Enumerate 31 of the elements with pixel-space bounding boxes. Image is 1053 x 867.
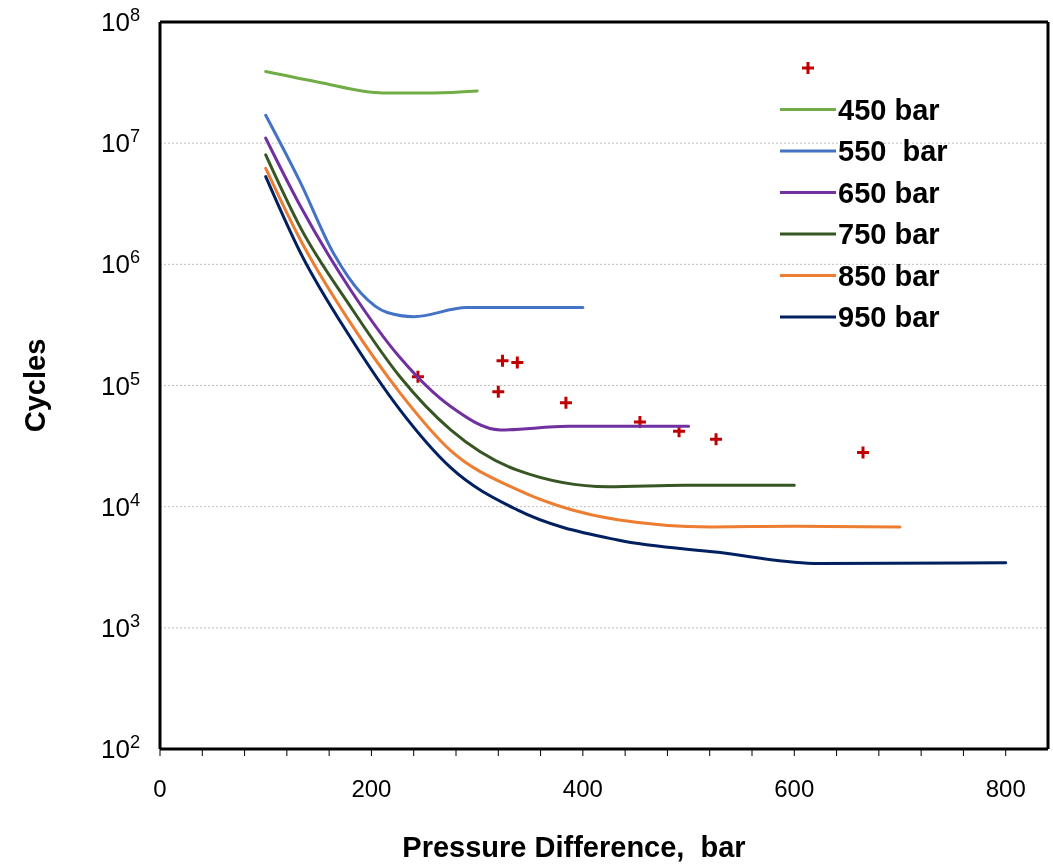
legend-label: 950 bar	[838, 301, 940, 333]
x-tick-label: 200	[351, 775, 392, 802]
x-tick-label: 600	[774, 775, 815, 802]
y-tick-label: 10$^{7}$	[100, 126, 140, 159]
x-axis-title: Pressure Difference, bar	[402, 831, 746, 863]
x-tick-label: 400	[562, 775, 603, 802]
point	[558, 395, 574, 411]
y-tick-label: 10$^{8}$	[100, 5, 140, 37]
point	[490, 384, 506, 400]
line-series	[264, 175, 1008, 565]
y-tick-label: 10$^{2}$	[100, 732, 140, 764]
x-tick-label: 800	[985, 775, 1026, 802]
legend-label: 850 bar	[838, 259, 940, 292]
y-tick-label: 10$^{3}$	[100, 610, 140, 643]
legend-label: 550 bar	[838, 135, 948, 167]
legend-label: 750 bar	[838, 218, 940, 250]
point	[855, 444, 871, 460]
point	[509, 354, 525, 370]
x-tick-label: 0	[153, 775, 167, 802]
point	[708, 431, 724, 447]
legend-label: 450 bar	[838, 93, 940, 126]
line-series	[264, 153, 796, 489]
y-axis-title: Cycles	[19, 338, 51, 433]
legend-label: 650 bar	[838, 176, 940, 209]
line-series	[264, 113, 585, 319]
point	[495, 353, 511, 369]
y-tick-label: 10$^{4}$	[100, 489, 140, 522]
line-series	[264, 136, 691, 432]
y-tick-label: 10$^{5}$	[100, 368, 140, 401]
line-series	[264, 70, 479, 95]
y-tick-label: 10$^{6}$	[100, 247, 140, 280]
